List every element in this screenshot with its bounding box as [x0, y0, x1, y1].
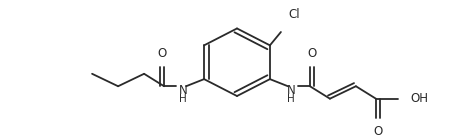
Text: H: H: [179, 94, 187, 104]
Text: Cl: Cl: [288, 8, 300, 21]
Text: O: O: [307, 47, 317, 60]
Text: O: O: [373, 125, 382, 138]
Text: H: H: [287, 94, 295, 104]
Text: O: O: [158, 47, 167, 60]
Text: N: N: [179, 84, 187, 97]
Text: OH: OH: [410, 92, 428, 105]
Text: N: N: [287, 84, 295, 97]
